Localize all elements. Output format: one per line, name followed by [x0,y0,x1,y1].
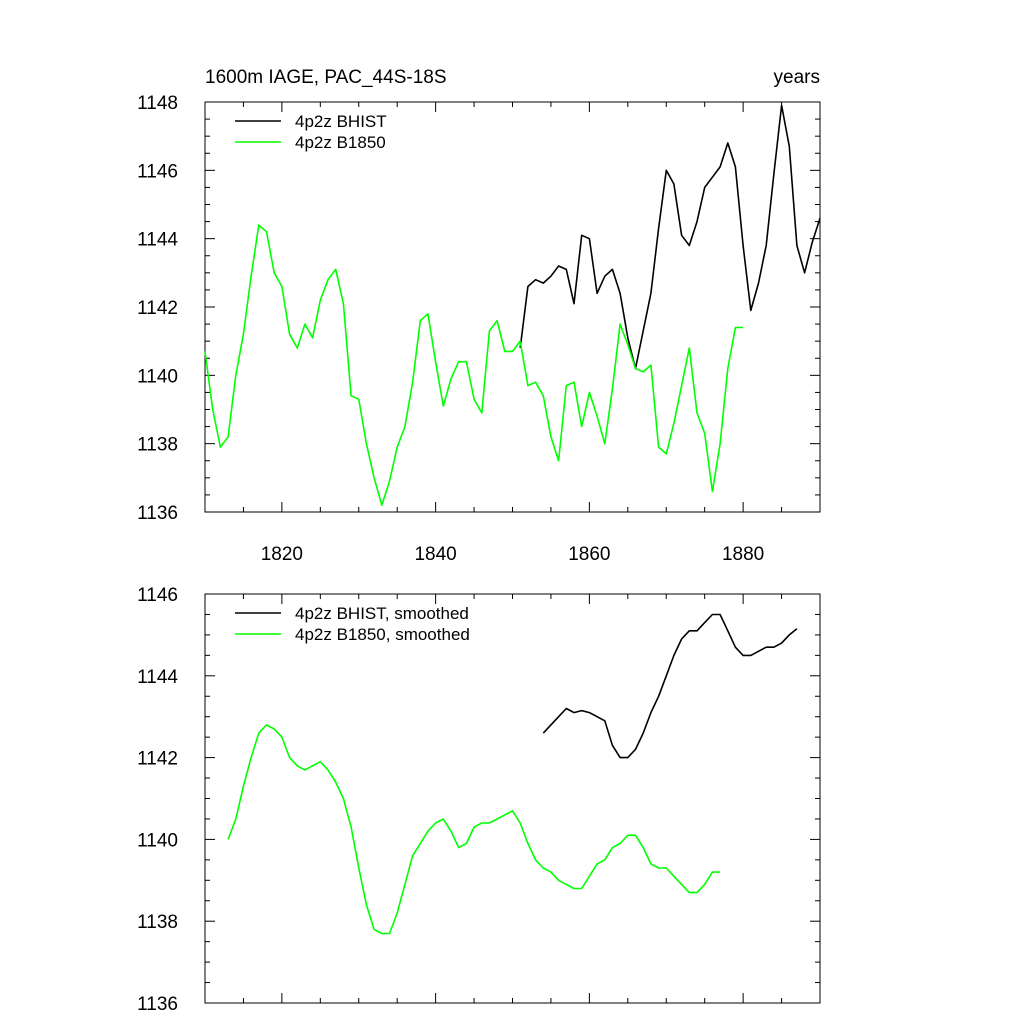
y-tick-label: 1146 [137,161,178,182]
x-tick-label: 1880 [722,544,764,565]
plot-frame [204,101,821,513]
bottom-panel: 1136 1138 1140 1142 1144 1146 4p2z BHIST, smoo… [137,585,821,1015]
top-panel: 1136 1138 1140 1142 1144 1146 1148 1820 1840 1860… [137,67,821,565]
y-tick-label: 1144 [137,230,178,251]
y-tick-label: 1146 [137,585,178,606]
y-tick-label: 1136 [137,994,178,1015]
x-tick-label: 1820 [261,544,303,565]
x-tick-label: 1840 [414,544,456,565]
y-tick-label: 1140 [137,830,178,851]
legend-label: 4p2z BHIST, smoothed [295,604,469,623]
y-tick-label: 1144 [137,667,178,688]
y-tick-label: 1136 [137,503,178,524]
legend-label: 4p2z BHIST [295,112,387,131]
chart-title-right: years [774,67,820,88]
chart-title: 1600m IAGE, PAC_44S-18S [205,67,447,88]
legend-label: 4p2z B1850 [295,133,386,152]
y-tick-label: 1148 [137,93,178,114]
y-tick-label: 1140 [137,366,178,387]
y-tick-label: 1142 [137,298,178,319]
series-line-0 [519,104,821,370]
series-line-1 [204,224,744,507]
y-tick-label: 1138 [137,435,178,456]
y-tick-label: 1142 [137,749,178,770]
plot-frame [204,593,821,1004]
series-line-0 [542,613,798,759]
y-tick-label: 1138 [137,912,178,933]
legend-label: 4p2z B1850, smoothed [295,625,470,644]
series-line-1 [227,724,721,935]
x-tick-label: 1860 [568,544,610,565]
